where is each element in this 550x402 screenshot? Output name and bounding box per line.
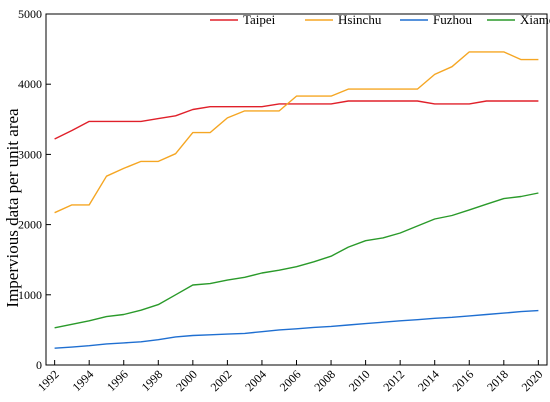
legend: Taipei Hsinchu Fuzhou Xiamen — [210, 12, 550, 27]
legend-label-hsinchu: Hsinchu — [338, 12, 382, 27]
y-tick-label: 2000 — [18, 218, 42, 232]
series-line-hsinchu — [54, 51, 539, 214]
series-lines — [54, 51, 539, 349]
x-tick-label: 2002 — [208, 367, 235, 394]
x-tick-label: 1998 — [139, 367, 166, 394]
legend-label-taipei: Taipei — [243, 12, 276, 27]
series-line-fuzhou — [54, 309, 539, 349]
y-tick-label: 0 — [36, 358, 42, 372]
x-tick-label: 2020 — [519, 367, 546, 394]
x-tick-label: 2008 — [311, 367, 338, 394]
y-tick-label: 1000 — [18, 288, 42, 302]
legend-label-xiamen: Xiamen — [520, 12, 550, 27]
series-line-taipei — [54, 100, 539, 140]
y-tick-label: 3000 — [18, 147, 42, 161]
plot-border — [45, 13, 548, 366]
y-tick-label: 5000 — [18, 7, 42, 21]
x-tick-label: 1996 — [104, 367, 131, 394]
x-tick-label: 2012 — [380, 367, 407, 394]
x-tick-label: 2016 — [450, 367, 477, 394]
x-tick-label: 1994 — [69, 367, 96, 394]
x-tick-label: 2000 — [173, 367, 200, 394]
series-line-xiamen — [54, 192, 539, 329]
x-tick-label: 2006 — [277, 367, 304, 394]
y-axis-title: Impervious data per unit area — [3, 108, 22, 308]
y-tick-label: 4000 — [18, 77, 42, 91]
y-axis-ticks: 0 1000 2000 3000 4000 5000 — [18, 7, 51, 372]
x-tick-label: 2014 — [415, 367, 442, 394]
legend-label-fuzhou: Fuzhou — [433, 12, 473, 27]
x-tick-label: 2004 — [242, 367, 269, 394]
plot-frame — [45, 13, 548, 366]
x-tick-label: 2018 — [484, 367, 511, 394]
x-tick-label: 2010 — [346, 367, 373, 394]
